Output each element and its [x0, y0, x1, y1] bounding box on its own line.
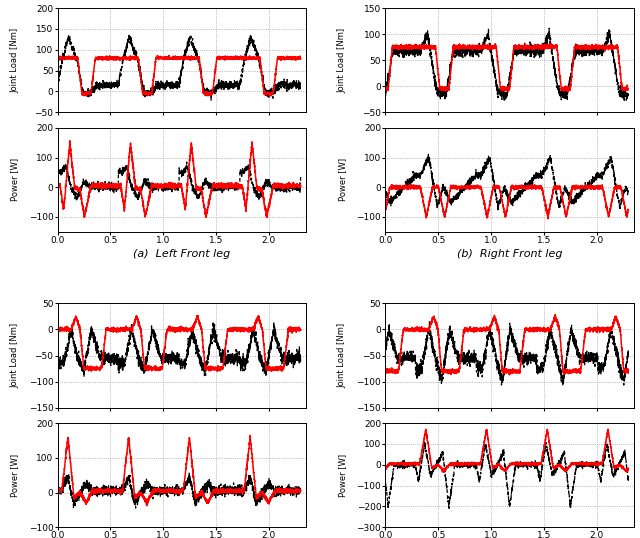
Y-axis label: Power [W]: Power [W] [338, 454, 347, 497]
Y-axis label: Joint Load [Nm]: Joint Load [Nm] [10, 27, 19, 93]
Y-axis label: Joint Load [Nm]: Joint Load [Nm] [338, 27, 347, 93]
Y-axis label: Joint Load [Nm]: Joint Load [Nm] [10, 323, 19, 388]
Y-axis label: Power [W]: Power [W] [338, 158, 347, 201]
Y-axis label: Power [W]: Power [W] [10, 158, 19, 201]
Y-axis label: Power [W]: Power [W] [10, 454, 19, 497]
Y-axis label: Joint Load [Nm]: Joint Load [Nm] [338, 323, 347, 388]
X-axis label: (b)  Right Front leg: (b) Right Front leg [457, 249, 562, 259]
X-axis label: (a)  Left Front leg: (a) Left Front leg [133, 249, 230, 259]
